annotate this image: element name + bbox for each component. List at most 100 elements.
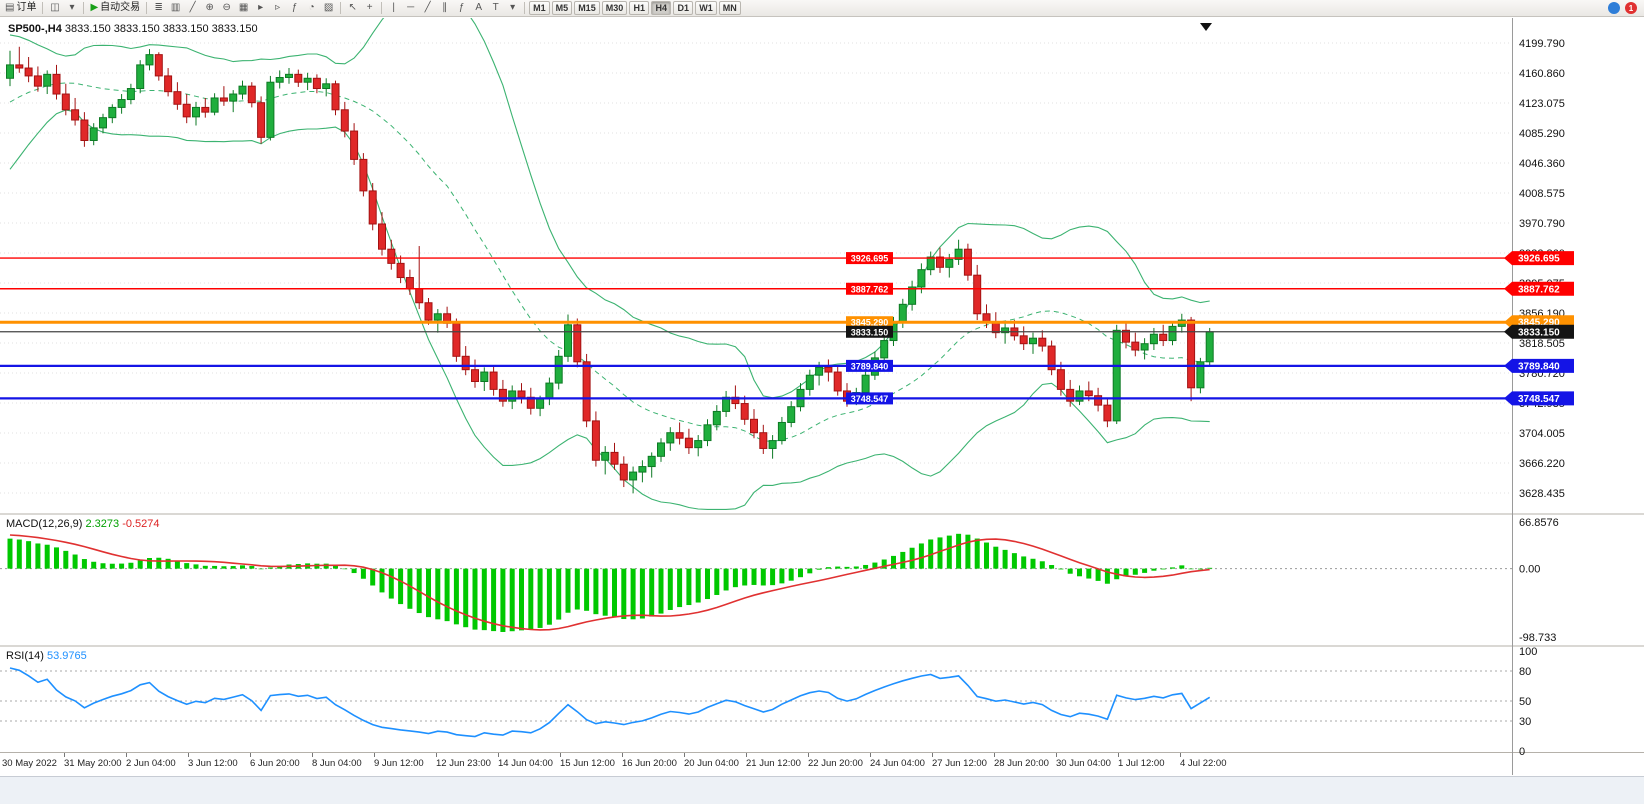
candle-body xyxy=(591,420,600,461)
line-chart-button[interactable]: ╱ xyxy=(184,1,201,16)
price-label-badge[interactable] xyxy=(846,316,893,329)
chart-title: SP500-,H4 3833.150 3833.150 3833.150 383… xyxy=(8,23,258,35)
indicators-button[interactable]: ƒ xyxy=(286,1,303,16)
chart-ohlc: 3833.150 3833.150 3833.150 3833.150 xyxy=(64,23,258,35)
timeframe-d1[interactable]: D1 xyxy=(673,1,694,15)
price-tick-label: 4085.290 xyxy=(1519,128,1565,140)
scroll-to-end-marker[interactable] xyxy=(1200,23,1212,31)
macd-tick-label: -98.733 xyxy=(1519,632,1556,644)
cursor-button[interactable]: ↖ xyxy=(344,1,361,16)
timeframe-h4[interactable]: H4 xyxy=(651,1,672,15)
candle-body xyxy=(247,85,256,104)
toolbar-separator xyxy=(42,2,44,14)
time-label: 12 Jun 23:00 xyxy=(436,758,491,769)
bar-chart-button[interactable]: ≣ xyxy=(150,1,167,16)
price-tick-label: 3628.435 xyxy=(1519,488,1565,500)
fibonacci-button[interactable]: ƒ xyxy=(453,1,470,16)
price-label-text: 3887.762 xyxy=(851,284,889,294)
vertical-line-button[interactable]: | xyxy=(385,1,402,16)
time-label: 3 Jun 12:00 xyxy=(188,758,238,769)
candle-body xyxy=(898,303,907,323)
candle-body xyxy=(536,398,545,409)
auto-scroll-button[interactable]: ▸ xyxy=(252,1,269,16)
tile-windows-button[interactable]: ▦ xyxy=(235,1,252,16)
candle-body xyxy=(554,355,563,384)
horizontal-line-button[interactable]: ─ xyxy=(402,1,419,16)
axis-price-badge-text: 3887.762 xyxy=(1518,284,1560,295)
candle-body xyxy=(833,371,842,392)
rsi-name: RSI(14) xyxy=(6,650,44,662)
candle-body xyxy=(945,258,954,268)
timeframe-h1[interactable]: H1 xyxy=(629,1,650,15)
timeframe-m5[interactable]: M5 xyxy=(551,1,573,15)
candle-body xyxy=(322,83,331,90)
timeframe-w1[interactable]: W1 xyxy=(695,1,717,15)
candlestick-chart-button[interactable]: ▥ xyxy=(167,1,184,16)
crosshair-button[interactable]: + xyxy=(361,1,378,16)
candle-body xyxy=(675,432,684,439)
candle-body xyxy=(71,109,80,121)
candle-body xyxy=(973,274,982,315)
timeframe-m30[interactable]: M30 xyxy=(601,1,628,15)
price-label-text: 3748.547 xyxy=(851,394,889,404)
new-chart-button[interactable]: ◫ xyxy=(46,1,63,16)
periods-icon: ◔ xyxy=(308,2,315,13)
chart-shift-button[interactable]: ▹ xyxy=(269,1,286,16)
periods-button[interactable]: ◔ xyxy=(303,1,320,16)
price-tick-label: 4160.860 xyxy=(1519,68,1565,80)
trendline-button[interactable]: ╱ xyxy=(419,1,436,16)
price-tick-label: 3666.220 xyxy=(1519,458,1565,470)
price-label-badge[interactable] xyxy=(846,392,893,405)
templates-button[interactable]: ▨ xyxy=(320,1,337,16)
bollinger-upper-band xyxy=(9,18,1210,399)
channel-button[interactable]: ∥ xyxy=(436,1,453,16)
candle-body xyxy=(824,366,833,373)
rsi-tick-label: 50 xyxy=(1519,696,1531,708)
zoom-in-button[interactable]: ⊕ xyxy=(201,1,218,16)
timeframe-m1[interactable]: M1 xyxy=(529,1,550,15)
candle-body xyxy=(1001,327,1010,334)
candle-body xyxy=(917,269,926,288)
text-label-icon: T xyxy=(492,2,499,13)
timeframe-mn[interactable]: MN xyxy=(718,1,741,15)
price-label-badge[interactable] xyxy=(846,252,893,265)
candle-body xyxy=(750,418,758,434)
candle-body xyxy=(359,158,368,192)
candle-body xyxy=(991,321,1000,334)
time-label: 2 Jun 04:00 xyxy=(126,758,176,769)
price-label-text: 3926.695 xyxy=(851,254,889,264)
candle-body xyxy=(489,371,498,390)
notifications-icon[interactable]: 1 xyxy=(1625,2,1637,14)
fibonacci-icon: ƒ xyxy=(458,2,465,13)
zoom-out-button[interactable]: ⊖ xyxy=(218,1,235,16)
price-tick-label: 3704.005 xyxy=(1519,428,1565,440)
text-label-button[interactable]: T xyxy=(487,1,504,16)
candle-body xyxy=(508,390,517,402)
macd-indicator-label: MACD(12,26,9) 2.3273 -0.5274 xyxy=(6,518,160,530)
candle-body xyxy=(1047,345,1056,371)
candle-body xyxy=(238,85,247,95)
autotrading-button[interactable]: ▶ 自动交易 xyxy=(87,1,143,16)
candle-body xyxy=(266,81,275,138)
price-label-badge[interactable] xyxy=(846,359,893,372)
candle-body xyxy=(405,277,414,290)
arrows-button[interactable]: ▾ xyxy=(504,1,521,16)
candle-body xyxy=(15,64,24,69)
candle-body xyxy=(629,471,638,481)
profiles-button[interactable]: ▾ xyxy=(63,1,80,16)
new-order-button[interactable]: ▤ 订单 xyxy=(2,1,39,16)
auto-scroll-icon: ▸ xyxy=(258,2,264,13)
candle-body xyxy=(396,262,405,279)
timeframe-m15[interactable]: M15 xyxy=(574,1,600,15)
macd-main-value: 2.3273 xyxy=(85,518,120,530)
macd-histogram xyxy=(7,533,1213,632)
candle-body xyxy=(424,302,433,321)
community-icon[interactable] xyxy=(1608,2,1620,14)
price-tick-label: 4123.075 xyxy=(1519,98,1565,110)
text-button[interactable]: A xyxy=(470,1,487,16)
price-label-badge[interactable] xyxy=(846,325,893,338)
candle-body xyxy=(1038,337,1047,347)
macd-signal-line xyxy=(9,534,1210,631)
price-label-badge[interactable] xyxy=(846,282,893,295)
